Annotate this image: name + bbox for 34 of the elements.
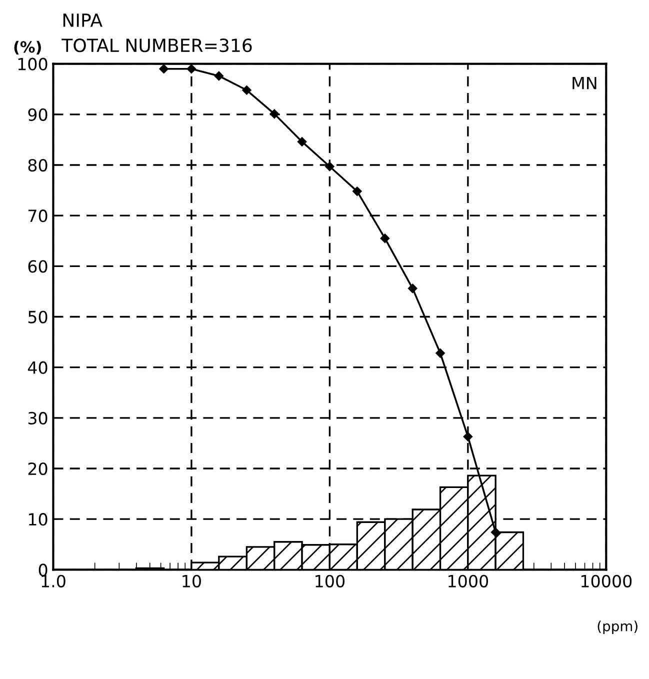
point	[186, 64, 196, 74]
point	[159, 64, 168, 74]
y-tick-label: 70	[28, 210, 48, 222]
y-tick-label: 60	[28, 260, 48, 273]
y-tick-label: 0	[38, 564, 48, 576]
y-tick-label: 10	[28, 513, 48, 526]
y-tick-label: 80	[28, 158, 48, 172]
y-tick-label: 40	[28, 361, 48, 374]
x-tick-label: 10	[182, 574, 201, 588]
y-tick-label: 50	[28, 310, 48, 324]
y-axis-title: (%)	[14, 40, 41, 55]
point	[380, 234, 390, 243]
annotation: MN	[572, 76, 596, 90]
point	[325, 162, 334, 172]
y-tick-label: 20	[28, 462, 48, 476]
point	[436, 348, 445, 358]
x-tick-label: 1000	[448, 574, 488, 588]
chart-title: NIPA	[63, 14, 102, 27]
point	[214, 71, 224, 81]
point	[490, 528, 500, 537]
point	[242, 86, 252, 95]
x-tick-label: 10000	[581, 574, 632, 588]
chart-subtitle: TOTAL NUMBER=316	[62, 38, 252, 52]
x-axis-title: (ppm)	[598, 620, 638, 634]
y-tick-label: 90	[28, 108, 48, 121]
y-tick-label: 30	[28, 412, 48, 424]
point	[408, 284, 418, 294]
point	[463, 432, 473, 442]
point	[352, 186, 362, 196]
point	[297, 137, 307, 146]
x-tick-label: 1.0	[42, 574, 66, 588]
y-tick-label: 100	[18, 58, 48, 70]
point	[270, 109, 280, 119]
x-tick-label: 100	[316, 574, 344, 588]
